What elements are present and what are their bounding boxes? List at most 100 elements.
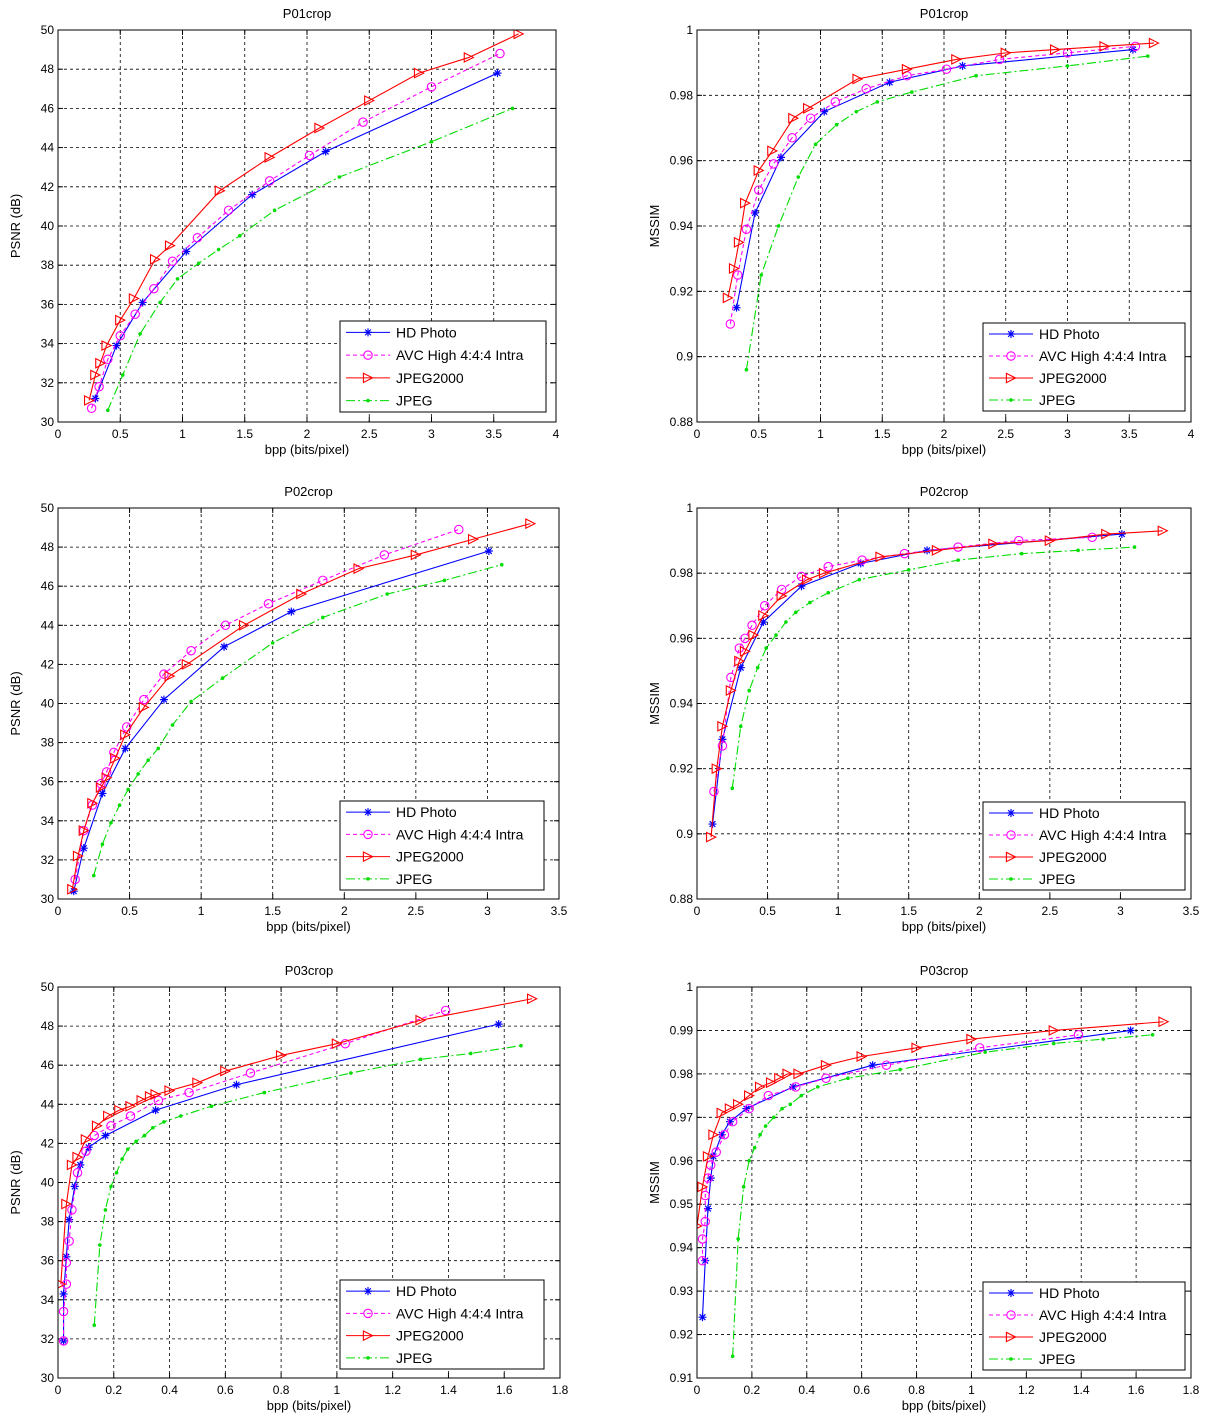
data-point bbox=[728, 262, 740, 274]
legend-marker bbox=[364, 808, 372, 817]
series-jpeg bbox=[92, 1043, 523, 1328]
y-tick-label: 36 bbox=[41, 775, 55, 789]
x-tick-label: 3 bbox=[428, 427, 435, 441]
data-point bbox=[881, 1060, 892, 1070]
x-tick-label: 1 bbox=[334, 1383, 341, 1397]
data-point bbox=[732, 303, 741, 312]
data-point bbox=[974, 1043, 985, 1053]
legend-marker bbox=[363, 1308, 373, 1319]
data-point bbox=[722, 292, 734, 304]
x-tick-label: 1.5 bbox=[900, 904, 917, 918]
data-point bbox=[72, 1167, 83, 1178]
y-tick-label: 46 bbox=[41, 1058, 55, 1072]
data-point bbox=[725, 319, 736, 329]
data-point bbox=[275, 1049, 287, 1061]
data-point bbox=[733, 1098, 744, 1110]
legend-label: AVC High 4:4:4 Intra bbox=[396, 1305, 524, 1321]
x-tick-label: 3.5 bbox=[485, 427, 502, 441]
chart-panel-4: 0 0.5 1 1.5 2 2.5 3 3.5 0.88 0.9 0.92 0.94 0.96 0.98 1… bbox=[647, 484, 1200, 934]
axes-frame bbox=[57, 29, 557, 423]
data-point bbox=[1117, 530, 1126, 539]
data-point bbox=[821, 1073, 831, 1083]
x-tick-label: 0 bbox=[55, 427, 62, 441]
series-jpeg bbox=[744, 54, 1150, 372]
legend-item: JPEG bbox=[989, 1351, 1076, 1367]
data-point bbox=[797, 582, 806, 591]
data-point bbox=[90, 369, 102, 381]
legend-item: HD Photo bbox=[346, 1283, 457, 1299]
data-point bbox=[1099, 40, 1111, 52]
data-point bbox=[151, 1106, 160, 1115]
data-point bbox=[84, 1143, 93, 1152]
x-tick-label: 0.5 bbox=[112, 427, 129, 441]
data-point bbox=[114, 1170, 119, 1175]
legend-marker bbox=[1007, 809, 1015, 817]
data-point bbox=[220, 1065, 232, 1077]
legend-marker bbox=[1009, 398, 1013, 402]
series-jpeg2000 bbox=[83, 30, 525, 406]
data-point bbox=[164, 670, 176, 682]
data-point bbox=[59, 1289, 68, 1298]
data-point bbox=[100, 842, 105, 847]
data-point bbox=[868, 1061, 877, 1070]
data-point bbox=[856, 1051, 868, 1063]
data-point bbox=[91, 1120, 103, 1132]
y-tick-label: 46 bbox=[41, 579, 55, 593]
data-point bbox=[94, 381, 104, 392]
y-tick-label: 1 bbox=[686, 501, 693, 515]
data-point bbox=[80, 1134, 92, 1145]
data-point bbox=[776, 590, 788, 602]
x-tick-label: 0.2 bbox=[105, 1383, 122, 1397]
data-point bbox=[220, 642, 229, 651]
y-tick-label: 0.9 bbox=[676, 827, 693, 841]
data-point bbox=[698, 1313, 707, 1322]
data-point bbox=[725, 684, 737, 696]
data-point bbox=[742, 1104, 751, 1113]
data-point bbox=[951, 53, 963, 65]
data-point bbox=[818, 567, 830, 579]
series-jpeg2000 bbox=[722, 37, 1160, 304]
x-tick-label: 2.5 bbox=[997, 427, 1014, 441]
data-point bbox=[519, 1043, 523, 1048]
data-point bbox=[115, 331, 126, 341]
data-point bbox=[739, 645, 751, 657]
data-point bbox=[91, 873, 96, 878]
data-point bbox=[510, 106, 515, 111]
y-tick-label: 34 bbox=[41, 1293, 55, 1307]
y-tick-label: 48 bbox=[41, 62, 55, 76]
legend-item: JPEG2000 bbox=[989, 849, 1107, 865]
x-tick-label: 3 bbox=[1064, 427, 1071, 441]
x-tick-label: 0.8 bbox=[273, 1383, 290, 1397]
y-tick-label: 48 bbox=[41, 540, 55, 554]
data-point bbox=[846, 1076, 850, 1081]
y-tick-label: 0.99 bbox=[670, 1023, 694, 1037]
series-jpeg bbox=[730, 545, 1137, 791]
data-point bbox=[820, 107, 829, 116]
data-point bbox=[752, 1145, 757, 1150]
chart-panel-5: 0 0.2 0.4 0.6 0.8 1 1.2 1.4 1.6 1.8 30 32 34 36 38 40 42… bbox=[8, 963, 569, 1413]
data-point bbox=[192, 1077, 204, 1089]
legend-item: AVC High 4:4:4 Intra bbox=[989, 348, 1167, 364]
data-point bbox=[101, 1131, 110, 1140]
x-tick-label: 3.5 bbox=[1121, 427, 1138, 441]
y-tick-label: 50 bbox=[41, 501, 55, 515]
data-point bbox=[1150, 1032, 1155, 1037]
legend-item: JPEG2000 bbox=[346, 1328, 464, 1344]
series-line bbox=[731, 546, 1135, 789]
data-point bbox=[709, 786, 719, 797]
data-point bbox=[232, 1080, 241, 1089]
y-tick-label: 0.96 bbox=[670, 154, 694, 168]
legend-label: JPEG2000 bbox=[1039, 1329, 1107, 1345]
x-tick-label: 2 bbox=[941, 427, 948, 441]
data-point bbox=[353, 563, 365, 575]
data-point bbox=[711, 763, 723, 775]
data-point bbox=[182, 247, 191, 256]
x-tick-label: 0.8 bbox=[908, 1383, 925, 1397]
data-point bbox=[796, 175, 801, 179]
data-point bbox=[184, 1087, 194, 1098]
data-point bbox=[125, 1100, 137, 1112]
series-avc-high-4-4-4-intra bbox=[725, 41, 1141, 329]
y-tick-label: 0.98 bbox=[670, 1067, 694, 1081]
series-avc-high-4-4-4-intra bbox=[58, 1005, 451, 1346]
legend: HD Photo AVC High 4:4:4 Intra JPEG2000 JPEG bbox=[982, 801, 1186, 891]
